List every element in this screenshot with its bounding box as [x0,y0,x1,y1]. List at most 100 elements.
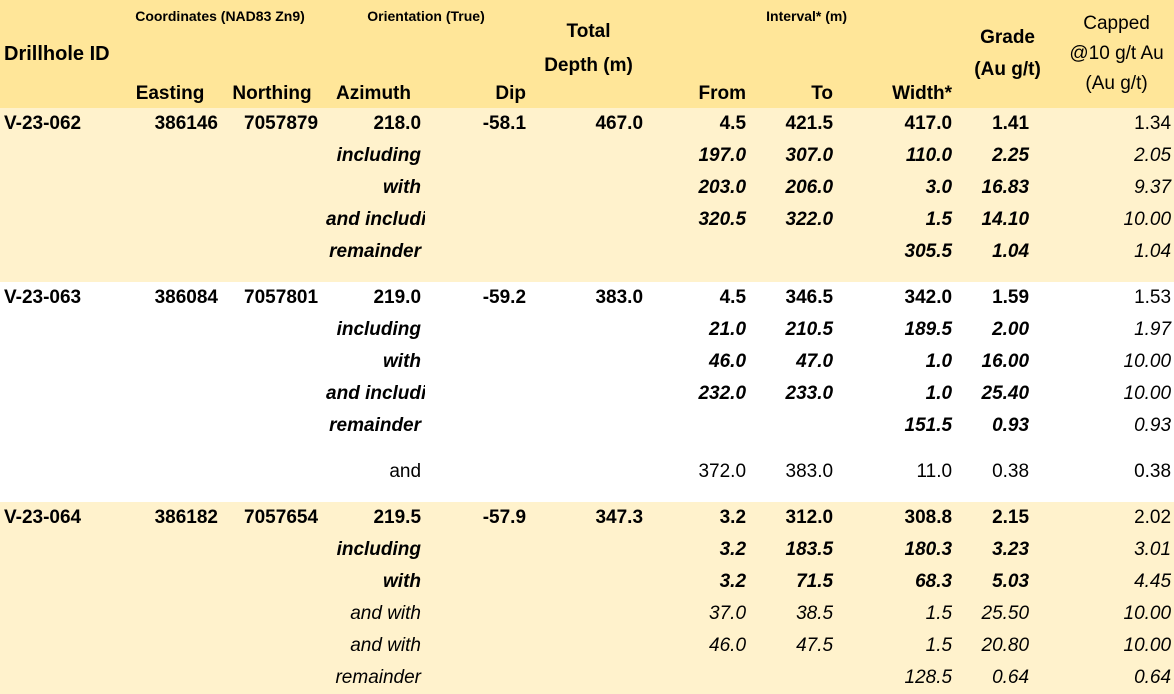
width-cell: 1.5 [853,630,957,662]
northing-cell [222,204,323,236]
easting-cell [118,378,222,410]
dip-cell: -58.1 [425,108,531,140]
grade-cell: 5.03 [956,566,1060,598]
drillhole-id-cell [0,378,118,410]
dip-cell [425,314,530,346]
width-cell: 417.0 [853,108,957,140]
total-depth-cell: 467.0 [530,108,648,140]
total-depth-cell [530,534,648,566]
northing-cell: 7057879 [222,108,323,140]
orientation-header: Orientation (True) [322,0,531,73]
dip-cell: -59.2 [482,287,527,308]
drillhole-id-cell [0,314,118,346]
northing-cell [222,534,323,566]
drillhole-id-cell [0,204,118,236]
capped-grade-cell: 2.02 [1059,502,1174,534]
to-cell: 312.0 [750,502,854,534]
to-cell: 307.0 [750,140,854,172]
from-cell: 21.0 [709,319,747,340]
total-depth-cell [530,314,647,346]
to-cell: 38.5 [750,598,854,630]
interval-label-cell: remainder [322,662,426,694]
dip-cell [425,378,530,410]
azimuth-cell: 218.0 [322,108,426,140]
northing-cell [222,236,323,268]
azimuth-cell: 219.5 [322,502,426,534]
from-cell: 320.5 [647,204,751,236]
width-cell: 110.0 [853,140,957,172]
interval-label-cell: with [322,172,426,204]
interval-label-cell: including [322,140,426,172]
grade-cell: 20.80 [956,630,1060,662]
grade-cell: 2.00 [992,319,1030,340]
width-cell: 308.8 [853,502,957,534]
northing-cell [222,662,323,694]
drillhole-id-cell [0,140,118,172]
interval-label-cell: and including [326,383,425,404]
dip-cell [425,662,531,694]
easting-cell [118,566,222,598]
northing-cell [222,314,322,346]
interval-row: including 3.2 183.5 180.3 3.23 3.01 [0,534,1174,566]
easting-cell [118,314,222,346]
dip-cell [425,534,531,566]
interval-label-cell: remainder [322,236,426,268]
northing-cell [222,456,322,488]
easting-cell [118,662,222,694]
drillhole-id-cell [0,566,118,598]
capped-grade-cell: 0.38 [1134,461,1172,482]
dip-cell [425,630,531,662]
total-depth-cell [530,662,648,694]
grade-cell: 2.25 [956,140,1060,172]
easting-cell [118,346,222,378]
to-cell: 233.0 [785,383,834,404]
interval-label-cell: including [336,319,422,340]
interval-row: and 372.0 383.0 11.0 0.38 0.38 [0,456,1174,488]
drillhole-id-cell: V-23-064 [0,502,118,534]
width-cell: 11.0 [916,461,953,482]
capped-grade-cell: 10.00 [1059,630,1174,662]
easting-cell [118,630,222,662]
capped-grade-cell: 2.05 [1059,140,1174,172]
interval-row: with 203.0 206.0 3.0 16.83 9.37 [0,172,1174,204]
interval-row: including 197.0 307.0 110.0 2.25 2.05 [0,140,1174,172]
northing-cell [222,410,322,442]
easting-cell: 386182 [118,502,222,534]
to-cell: 71.5 [750,566,854,598]
dip-cell [425,204,531,236]
from-cell [647,236,751,268]
interval-row: remainder 305.5 1.04 1.04 [0,236,1174,268]
drillhole-id-cell [0,410,118,442]
to-cell [750,410,853,442]
total-depth-header: Total Depth (m) [530,0,648,108]
to-cell [750,662,854,694]
to-cell: 210.5 [785,319,834,340]
interval-label-cell: including [322,534,426,566]
northing-cell [222,630,323,662]
from-cell: 46.0 [709,351,747,372]
interval-header: Interval* (m) [647,0,854,73]
total-depth-cell [530,378,647,410]
width-cell: 3.0 [853,172,957,204]
interval-row: with 3.2 71.5 68.3 5.03 4.45 [0,566,1174,598]
azimuth-cell: 219.0 [373,287,422,308]
dip-cell [425,566,531,598]
table-body: V-23-062 386146 7057879 218.0 -58.1 467.0 4.5 4… [0,108,1174,694]
row-spacer [0,442,1174,456]
drillhole-id-cell: V-23-062 [0,108,118,140]
interval-label-cell: and with [322,630,426,662]
width-cell: 180.3 [853,534,957,566]
to-cell: 421.5 [750,108,854,140]
easting-cell [118,172,222,204]
northing-cell: 7057654 [222,502,323,534]
drillhole-row: V-23-064 386182 7057654 219.5 -57.9 347.3 3.2 3… [0,502,1174,534]
from-cell: 232.0 [698,383,747,404]
northing-cell [222,140,323,172]
dip-header: Dip [425,73,531,108]
row-spacer [0,488,1174,502]
interval-row: remainder 151.5 0.93 0.93 [0,410,1174,442]
drillhole-id-header: Drillhole ID [0,0,118,108]
interval-label-cell: remainder [329,415,422,436]
drillhole-id-cell [0,534,118,566]
